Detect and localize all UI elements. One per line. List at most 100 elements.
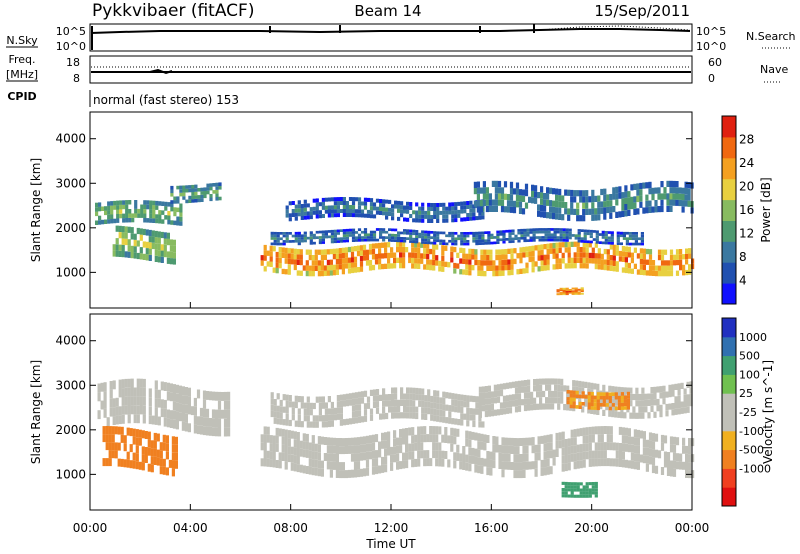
heatmap-cell [639, 430, 643, 439]
heatmap-cell [463, 237, 467, 241]
heatmap-cell [546, 434, 550, 443]
heatmap-cell [598, 241, 602, 244]
colorbar-tick-label: 24 [739, 156, 754, 170]
heatmap-cell [582, 443, 586, 452]
heatmap-cell [290, 454, 294, 463]
heatmap-cell [509, 206, 514, 213]
heatmap-cell [309, 242, 313, 245]
heatmap-cell [169, 419, 173, 428]
heatmap-cell [359, 452, 364, 461]
heatmap-cell [552, 242, 556, 249]
heatmap-cell [567, 241, 571, 248]
heatmap-cell [666, 271, 671, 277]
heatmap-cell [291, 414, 295, 421]
heatmap-cell [663, 187, 667, 194]
heatmap-cell [560, 391, 564, 398]
heatmap-cell [554, 397, 558, 404]
heatmap-cell [680, 407, 684, 414]
heatmap-cell [450, 435, 454, 444]
heatmap-cell [172, 401, 176, 411]
heatmap-cell [294, 395, 298, 402]
heatmap-cell [118, 244, 122, 251]
heatmap-cell [266, 261, 270, 267]
heatmap-cell [270, 231, 274, 235]
heatmap-cell [603, 248, 607, 255]
heatmap-cell [179, 221, 183, 226]
heatmap-cell [609, 255, 613, 261]
heatmap-cell [360, 391, 365, 398]
heatmap-cell [537, 266, 541, 272]
heatmap-cell [187, 405, 191, 415]
heatmap-cell [382, 230, 386, 234]
heatmap-cell [442, 202, 446, 207]
heatmap-cell [315, 396, 319, 403]
heatmap-cell [388, 394, 392, 401]
heatmap-cell [109, 407, 113, 417]
heatmap-cell [648, 432, 653, 441]
heatmap-cell [159, 442, 163, 451]
heatmap-cell [359, 261, 364, 267]
heatmap-cell [158, 214, 162, 219]
heatmap-cell [570, 429, 574, 438]
heatmap-cell [338, 264, 342, 270]
heatmap-cell [465, 462, 469, 471]
heatmap-cell [539, 378, 543, 385]
heatmap-cell [293, 259, 297, 265]
heatmap-cell [561, 447, 565, 456]
heatmap-cell [415, 406, 419, 413]
heatmap-cell [121, 405, 125, 415]
heatmap-cell [391, 239, 395, 242]
heatmap-cell [486, 260, 490, 266]
heatmap-cell [365, 260, 370, 266]
heatmap-cell [675, 193, 679, 200]
heatmap-cell [656, 405, 660, 412]
heatmap-cell [130, 396, 134, 406]
heatmap-cell [630, 268, 634, 274]
heatmap-cell [427, 236, 431, 239]
heatmap-cell [595, 238, 599, 242]
colorbar-tick-label: 20 [739, 180, 754, 194]
heatmap-cell [435, 442, 439, 451]
heatmap-cell [462, 253, 466, 259]
heatmap-cell [577, 229, 581, 232]
heatmap-cell [614, 392, 618, 396]
heatmap-cell [403, 231, 407, 235]
heatmap-cell [384, 440, 388, 449]
heatmap-cell [400, 387, 404, 394]
heatmap-cell [400, 209, 404, 214]
heatmap-cell [576, 485, 580, 489]
heatmap-cell [585, 485, 589, 489]
heatmap-cell [596, 406, 600, 411]
heatmap-cell [629, 393, 633, 401]
heatmap-cell [297, 200, 301, 205]
heatmap-cell [466, 213, 470, 217]
heatmap-cell [468, 447, 472, 456]
heatmap-cell [321, 201, 325, 206]
heatmap-cell [495, 249, 499, 255]
heatmap-cell [591, 426, 595, 435]
heatmap-cell [445, 210, 449, 215]
heatmap-cell [463, 234, 467, 238]
heatmap-cell [397, 236, 401, 240]
heatmap-cell [217, 400, 222, 410]
heatmap-cell [191, 188, 195, 192]
heatmap-cell [215, 193, 219, 197]
heatmap-cell [651, 260, 656, 266]
heatmap-cell [568, 291, 572, 294]
heatmap-cell [450, 443, 454, 452]
heatmap-cell [557, 378, 561, 385]
heatmap-cell [524, 202, 529, 209]
heatmap-cell [483, 271, 487, 277]
heatmap-cell [126, 451, 130, 460]
heatmap-cell [339, 237, 343, 240]
heatmap-cell [127, 387, 131, 397]
heatmap-cell [462, 248, 466, 254]
heatmap-cell [309, 207, 313, 212]
heatmap-cell [588, 242, 592, 248]
power-heatmap-cells [95, 180, 695, 296]
heatmap-cell [543, 435, 547, 444]
heatmap-cell [555, 213, 559, 220]
heatmap-cell [474, 456, 478, 465]
heatmap-cell [463, 413, 467, 420]
heatmap-cell [624, 210, 628, 217]
